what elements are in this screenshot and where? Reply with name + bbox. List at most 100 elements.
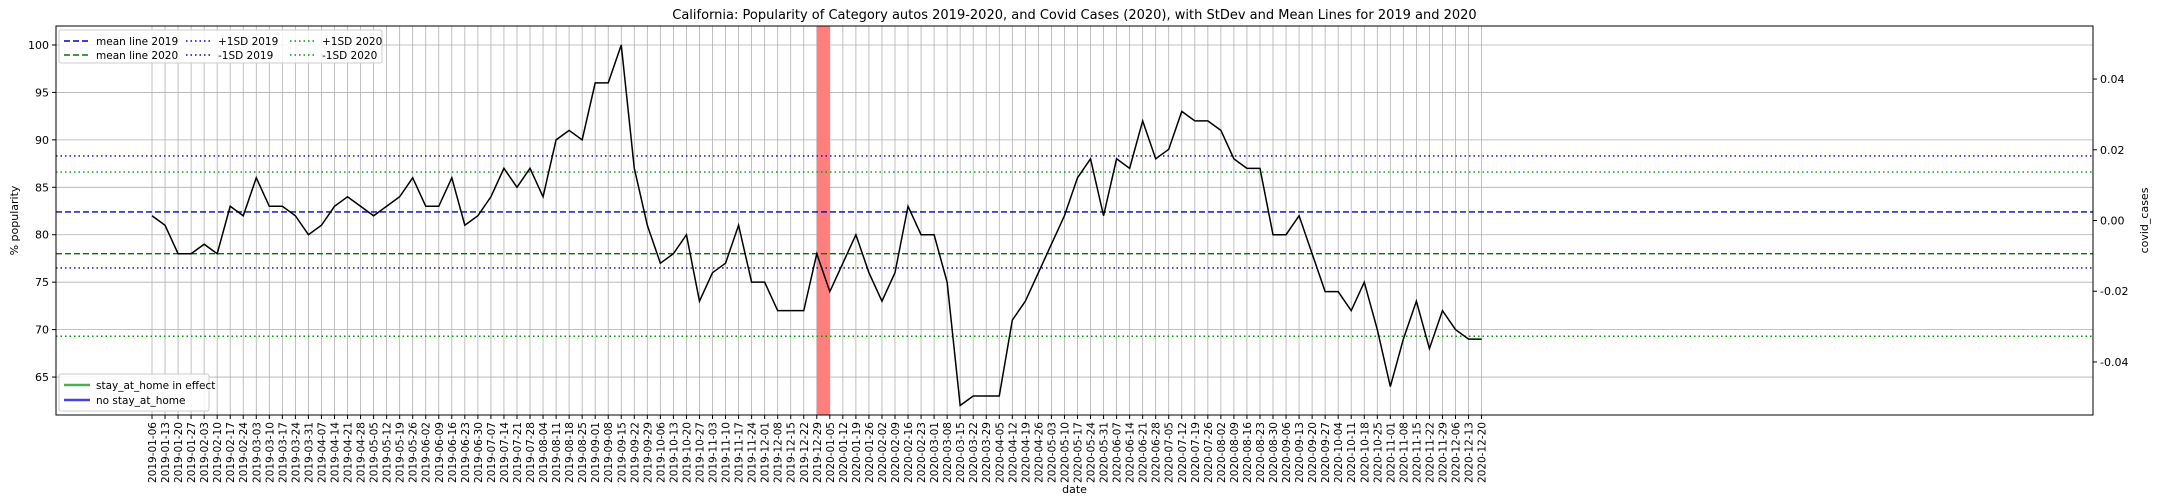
legend-bottom-label: no stay_at_home (96, 395, 185, 407)
x-tick-label: 2019-04-28 (356, 422, 368, 483)
x-tick-label: 2019-06-16 (447, 422, 459, 483)
x-tick-label: 2020-10-04 (1333, 422, 1345, 483)
x-tick-label: 2019-06-02 (421, 422, 433, 483)
x-tick-label: 2020-01-12 (838, 422, 850, 483)
x-tick-label: 2020-02-16 (903, 422, 915, 483)
x-tick-label: 2020-08-02 (1216, 422, 1228, 483)
x-tick-label: 2020-08-30 (1268, 422, 1280, 483)
x-tick-label: 2020-02-23 (916, 422, 928, 483)
x-tick-label: 2020-12-13 (1464, 422, 1476, 483)
x-tick-label: 2019-02-03 (199, 422, 211, 483)
x-tick-label: 2019-10-27 (694, 422, 706, 483)
y-tick-label-right: 0.00 (2100, 215, 2125, 228)
x-tick-label: 2019-08-18 (564, 422, 576, 483)
x-tick-label: 2020-06-14 (1125, 422, 1137, 483)
x-tick-label: 2020-03-22 (968, 422, 980, 483)
x-tick-label: 2019-11-10 (721, 422, 733, 483)
plot-layer: 65 70 75 80 85 90 95 100 -0.04 -0.02 0.00 0.02 0.04 2… (28, 25, 2128, 483)
x-tick-label: 2019-05-19 (395, 422, 407, 483)
legend-top-label: -1SD 2020 (322, 50, 377, 62)
x-tick-label: 2019-11-17 (734, 422, 746, 483)
x-tick-label: 2020-06-28 (1151, 422, 1163, 483)
x-tick-label: 2020-12-20 (1477, 422, 1489, 483)
y-tick-label-right: -0.04 (2100, 356, 2128, 369)
x-tick-label: 2019-10-06 (655, 422, 667, 483)
legend-top-box (58, 29, 383, 64)
x-tick-label: 2020-11-01 (1385, 422, 1397, 483)
x-tick-label: 2020-06-07 (1112, 422, 1124, 483)
x-tick-label: 2019-07-07 (486, 422, 498, 483)
x-tick-label: 2019-09-08 (603, 422, 615, 483)
x-tick-label: 2019-05-05 (369, 422, 381, 483)
x-tick-label: 2019-03-24 (290, 422, 302, 483)
x-tick-label: 2020-08-09 (1229, 422, 1241, 483)
x-tick-label: 2020-09-27 (1320, 422, 1332, 483)
plot-frame (55, 25, 2094, 416)
x-tick-label: 2019-05-26 (408, 422, 420, 483)
legend-top-label: +1SD 2020 (322, 36, 382, 48)
legend-top-label: mean line 2020 (96, 50, 178, 62)
x-tick-label: 2020-02-02 (877, 422, 889, 483)
x-tick-label: 2019-09-15 (616, 422, 628, 483)
x-tick-label: 2019-04-14 (329, 422, 341, 483)
x-tick-label: 2019-01-13 (160, 422, 172, 483)
x-tick-label: 2020-09-13 (1294, 422, 1306, 483)
x-tick-label: 2020-04-05 (994, 422, 1006, 483)
legend-bottom-label: stay_at_home in effect (96, 380, 215, 392)
x-tick-label: 2019-10-13 (668, 422, 680, 483)
x-tick-label: 2020-01-26 (864, 422, 876, 483)
x-tick-label: 2019-11-03 (708, 422, 720, 483)
y-tick-label: 90 (35, 134, 49, 147)
x-tick-label: 2020-05-17 (1072, 422, 1084, 483)
x-tick-label: 2019-06-30 (473, 422, 485, 483)
y-tick-label: 80 (35, 229, 49, 242)
x-tick-label: 2019-10-20 (681, 422, 693, 483)
x-tick-label: 2019-12-22 (799, 422, 811, 483)
x-tick-label: 2020-12-06 (1451, 422, 1463, 483)
x-tick-label: 2019-09-01 (590, 422, 602, 483)
x-tick-label: 2020-11-15 (1411, 422, 1423, 483)
x-tick-label: 2019-06-23 (460, 422, 472, 483)
x-tick-label: 2020-05-31 (1099, 422, 1111, 483)
x-tick-label: 2019-02-17 (225, 422, 237, 483)
y-tick-label-right: -0.02 (2100, 285, 2128, 298)
x-tick-label: 2019-04-07 (316, 422, 328, 483)
x-tick-label: 2019-03-17 (277, 422, 289, 483)
x-tick-label: 2019-12-08 (773, 422, 785, 483)
x-tick-label: 2019-07-21 (512, 422, 524, 483)
x-tick-label: 2019-12-29 (812, 422, 824, 483)
y-tick-label: 95 (35, 86, 49, 99)
x-tick-label: 2020-02-09 (890, 422, 902, 483)
x-tick-label: 2020-08-23 (1255, 422, 1267, 483)
x-tick-label: 2019-12-01 (760, 422, 772, 483)
x-tick-label: 2020-01-05 (825, 422, 837, 483)
x-tick-label: 2020-10-11 (1346, 422, 1358, 483)
x-tick-label: 2019-07-28 (525, 422, 537, 483)
x-tick-label: 2019-01-06 (147, 422, 159, 483)
x-tick-label: 2019-09-22 (629, 422, 641, 483)
y-tick-label-right: 0.02 (2100, 144, 2125, 157)
legend-top-label: +1SD 2019 (218, 36, 278, 48)
x-tick-label: 2020-04-26 (1033, 422, 1045, 483)
x-tick-label: 2020-09-20 (1307, 422, 1319, 483)
x-tick-label: 2020-11-22 (1424, 422, 1436, 483)
x-tick-label: 2019-04-21 (343, 422, 355, 483)
x-tick-label: 2020-11-08 (1398, 422, 1410, 483)
x-tick-label: 2019-05-12 (382, 422, 394, 483)
x-tick-label: 2020-01-19 (851, 422, 863, 483)
x-tick-label: 2019-07-14 (499, 422, 511, 483)
x-axis-label: date (1062, 483, 1087, 496)
x-tick-label: 2019-09-29 (642, 422, 654, 483)
y-axis-label-right: covid_cases (2138, 187, 2151, 253)
x-tick-label: 2020-11-29 (1437, 422, 1449, 483)
legend-top-label: mean line 2019 (96, 36, 178, 48)
legend-top: mean line 2019 mean line 2020 +1SD 2019 -1S… (58, 29, 383, 64)
x-tick-label: 2020-03-01 (929, 422, 941, 483)
y-tick-label: 100 (28, 39, 49, 52)
y-tick-label: 70 (35, 324, 49, 337)
legend-bottom-box (58, 373, 210, 412)
x-tick-label: 2020-07-26 (1203, 422, 1215, 483)
y-tick-label: 75 (35, 276, 49, 289)
x-tick-label: 2020-05-03 (1046, 422, 1058, 483)
